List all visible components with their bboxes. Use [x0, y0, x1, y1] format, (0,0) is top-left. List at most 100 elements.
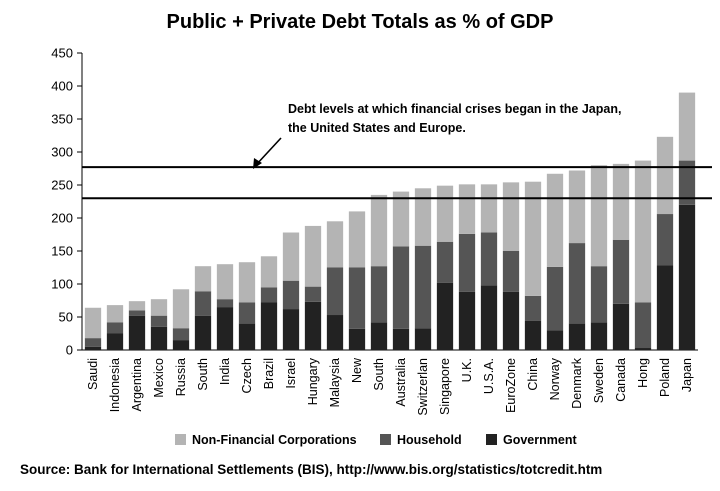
bar-segment	[128, 301, 146, 311]
bar-segment	[348, 328, 366, 350]
x-tick-label: Saudi	[86, 358, 100, 390]
source-note: Source: Bank for International Settlemen…	[20, 462, 602, 477]
bar-segment	[414, 188, 432, 246]
bar-segment	[150, 315, 168, 327]
bar-segment	[216, 299, 234, 308]
y-tick-label: 0	[66, 343, 73, 358]
bar-segment	[458, 233, 476, 292]
x-tick-label: Singapore	[438, 358, 452, 415]
bar-segment	[524, 295, 542, 321]
x-tick-label: Russia	[174, 358, 188, 396]
bar-segment	[260, 302, 278, 350]
bar-segment	[568, 243, 586, 324]
bar-segment	[480, 232, 498, 286]
bar-segment	[150, 299, 168, 316]
bar-segment	[260, 287, 278, 303]
bar-segment	[568, 323, 586, 350]
x-tick-label: Sweden	[592, 358, 606, 403]
annotation-line-1: Debt levels at which financial crises be…	[288, 102, 621, 116]
bar-segment	[172, 340, 190, 350]
bar-segment	[502, 291, 520, 350]
bar-segment	[436, 185, 454, 242]
x-tick-label: Argentina	[130, 358, 144, 412]
legend-label-household: Household	[397, 433, 462, 447]
bar-segment	[238, 302, 256, 324]
x-tick-label: Mexico	[152, 358, 166, 398]
bar-segment	[106, 305, 124, 323]
x-tick-label: Brazil	[262, 358, 276, 389]
x-tick-label: South	[196, 358, 210, 391]
bar-segment	[480, 285, 498, 350]
bar-segment	[656, 136, 674, 215]
bar-segment	[392, 246, 410, 329]
y-tick-label: 350	[51, 112, 73, 127]
bar-segment	[612, 303, 630, 350]
bar-segment	[304, 225, 322, 287]
bar-segment	[392, 191, 410, 247]
x-tick-label: Poland	[658, 358, 672, 397]
bar-segment	[546, 330, 564, 350]
bar-segment	[634, 160, 652, 303]
annotation-arrow-shaft	[255, 137, 282, 166]
bar-segment	[370, 322, 388, 350]
bar-segment	[568, 170, 586, 244]
y-tick-label: 300	[51, 145, 73, 160]
bar-segment	[238, 262, 256, 303]
bar-segment	[502, 182, 520, 251]
x-tick-label: Australia	[394, 358, 408, 407]
y-tick-label: 400	[51, 79, 73, 94]
x-tick-label: Denmark	[570, 357, 584, 408]
x-tick-label: New	[350, 357, 364, 383]
bar-segment	[546, 173, 564, 267]
bar-segment	[304, 286, 322, 302]
bar-segment	[348, 267, 366, 329]
bar-segment	[282, 232, 300, 281]
bar-segment	[678, 160, 696, 205]
bar-segment	[260, 256, 278, 288]
bar-segment	[128, 310, 146, 316]
x-tick-label: Japan	[680, 358, 694, 392]
bar-segment	[656, 265, 674, 350]
bar-segment	[480, 184, 498, 233]
bar-segment	[282, 280, 300, 310]
bar-segment	[348, 211, 366, 268]
bar-segment	[106, 333, 124, 350]
x-tick-label: U.S.A.	[482, 358, 496, 394]
bar-segment	[524, 320, 542, 350]
bar-segment	[612, 239, 630, 304]
x-tick-label: U.K.	[460, 358, 474, 382]
bar-segment	[612, 163, 630, 240]
bar-segment	[216, 307, 234, 350]
bar-segment	[304, 301, 322, 350]
bar-segment	[678, 92, 696, 161]
bar-segment	[524, 181, 542, 296]
bar-segment	[238, 323, 256, 350]
bar-segment	[194, 266, 212, 292]
legend-swatch-government	[486, 434, 497, 445]
bar-segment	[392, 328, 410, 350]
bar-segment	[436, 282, 454, 350]
bar-segment	[84, 307, 102, 339]
x-tick-label: Norway	[548, 357, 562, 400]
bar-segment	[458, 291, 476, 350]
plot-area: 0 50 100 150 200 250 300 350 400 450 Saudi Indonesi…	[51, 46, 712, 416]
x-tick-label: Hong	[636, 358, 650, 388]
annotation: Debt levels at which financial crises be…	[253, 102, 621, 169]
bar-segment	[326, 221, 344, 268]
bar-segment	[414, 245, 432, 329]
bar-segment	[84, 346, 102, 350]
bar-segment	[458, 184, 476, 234]
bar-segment	[370, 194, 388, 267]
bar-segment	[326, 315, 344, 350]
x-tick-label: Israel	[284, 358, 298, 389]
y-tick-label: 250	[51, 178, 73, 193]
bar-segment	[194, 291, 212, 316]
bar-segment	[502, 251, 520, 292]
x-tick-label: EuroZone	[504, 358, 518, 413]
bar-segment	[590, 165, 608, 267]
y-tick-label: 200	[51, 211, 73, 226]
x-tick-label: Hungary	[306, 357, 320, 405]
bar-segment	[172, 328, 190, 341]
bar-segment	[128, 315, 146, 350]
